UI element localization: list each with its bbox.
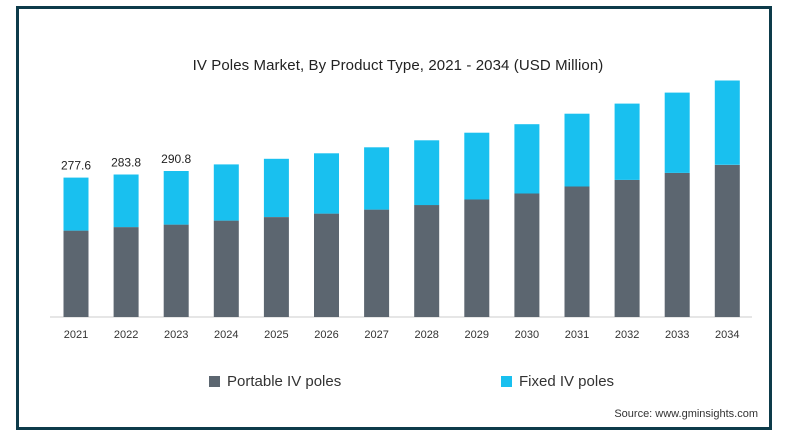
bar-fixed-2032 (614, 103, 640, 180)
bar-fixed-2030 (514, 124, 540, 194)
legend-item-portable: Portable IV poles (209, 373, 341, 390)
x-tick-2024: 2024 (214, 329, 238, 341)
bar-portable-2022 (113, 227, 139, 317)
bar-fixed-2021 (63, 177, 89, 231)
x-tick-2030: 2030 (515, 329, 539, 341)
x-tick-2023: 2023 (164, 329, 188, 341)
legend-item-fixed: Fixed IV poles (501, 373, 614, 390)
total-label-2021: 277.6 (61, 159, 91, 173)
bar-fixed-2027 (364, 147, 390, 210)
x-tick-2034: 2034 (715, 329, 739, 341)
bar-portable-2028 (414, 205, 440, 317)
bar-fixed-2028 (414, 140, 440, 206)
x-tick-2031: 2031 (565, 329, 589, 341)
bar-portable-2034 (714, 164, 740, 317)
bar-fixed-2031 (564, 113, 590, 187)
source-note: Source: www.gminsights.com (614, 408, 758, 420)
total-label-2023: 290.8 (161, 152, 191, 166)
x-tick-2033: 2033 (665, 329, 689, 341)
total-label-2022: 283.8 (111, 156, 141, 170)
bar-fixed-2033 (664, 92, 690, 173)
x-tick-2028: 2028 (414, 329, 438, 341)
bar-portable-2024 (213, 220, 239, 317)
bar-fixed-2026 (314, 153, 339, 214)
bar-portable-2031 (564, 186, 590, 317)
x-tick-2027: 2027 (364, 329, 388, 341)
legend: Portable IV poles Fixed IV poles (0, 373, 796, 393)
bar-portable-2032 (614, 179, 640, 317)
bar-fixed-2029 (464, 132, 490, 200)
x-tick-2032: 2032 (615, 329, 639, 341)
bar-fixed-2022 (113, 174, 139, 228)
chart-frame (16, 6, 772, 430)
bar-portable-2027 (364, 209, 390, 317)
x-tick-2021: 2021 (64, 329, 88, 341)
bar-portable-2021 (63, 230, 89, 317)
bar-portable-2029 (464, 199, 490, 317)
bar-fixed-2034 (714, 80, 740, 165)
bar-fixed-2025 (263, 158, 289, 217)
x-tick-2025: 2025 (264, 329, 288, 341)
bar-portable-2030 (514, 193, 540, 317)
legend-label-portable: Portable IV poles (227, 373, 342, 390)
bar-portable-2026 (314, 213, 339, 317)
bar-portable-2025 (263, 217, 289, 317)
x-tick-2029: 2029 (465, 329, 489, 341)
chart-title: IV Poles Market, By Product Type, 2021 -… (192, 57, 604, 74)
bar-portable-2033 (664, 172, 690, 317)
legend-swatch-fixed (501, 376, 512, 387)
x-tick-2022: 2022 (114, 329, 138, 341)
bar-fixed-2023 (163, 171, 189, 225)
bar-fixed-2024 (213, 164, 239, 221)
x-tick-2026: 2026 (314, 329, 338, 341)
legend-label-fixed: Fixed IV poles (519, 373, 615, 390)
legend-swatch-portable (209, 376, 220, 387)
bar-portable-2023 (163, 224, 189, 317)
